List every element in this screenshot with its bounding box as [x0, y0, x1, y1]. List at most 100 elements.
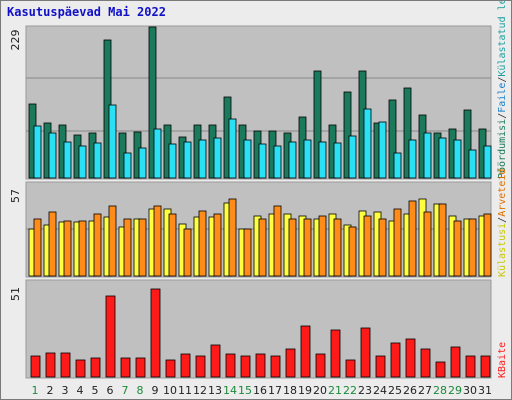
- bar-files-day-24: [378, 121, 387, 179]
- x-label-day-1: 1: [32, 384, 39, 397]
- bar-pages-day-14: [228, 198, 237, 277]
- bar-files-day-1: [33, 125, 42, 179]
- legend-item-middle-2: Arveteid: [497, 169, 508, 217]
- x-label-day-21: 21: [328, 384, 342, 397]
- bar-files-day-29: [453, 139, 462, 179]
- bar-kbytes-day-12: [195, 355, 206, 378]
- bar-kbytes-day-8: [135, 357, 146, 378]
- legend-middle: Külastusi/Arveteid: [497, 169, 508, 277]
- bar-kbytes-day-24: [375, 355, 386, 378]
- bar-kbytes-day-11: [180, 353, 191, 378]
- x-label-day-12: 12: [193, 384, 207, 397]
- bar-kbytes-day-27: [420, 348, 431, 378]
- legend-item-top-1: /: [497, 113, 508, 119]
- bar-pages-day-12: [198, 210, 207, 277]
- x-label-day-2: 2: [47, 384, 54, 397]
- bar-pages-day-20: [318, 215, 327, 277]
- x-label-day-4: 4: [77, 384, 84, 397]
- bar-pages-day-30: [468, 218, 477, 277]
- x-label-day-26: 26: [403, 384, 417, 397]
- bar-files-day-15: [243, 139, 252, 179]
- bar-pages-day-23: [363, 215, 372, 277]
- x-label-day-13: 13: [208, 384, 222, 397]
- bar-hits-day-25: [388, 99, 397, 179]
- bar-kbytes-day-4: [75, 359, 86, 378]
- bar-files-day-10: [168, 143, 177, 179]
- bar-kbytes-day-3: [60, 352, 71, 378]
- x-label-day-24: 24: [373, 384, 387, 397]
- bar-kbytes-day-29: [450, 346, 461, 378]
- chart-title: Kasutuspäevad Mai 2022: [7, 5, 166, 19]
- bar-hits-day-22: [343, 91, 352, 179]
- bar-kbytes-day-31: [480, 355, 491, 378]
- x-label-day-18: 18: [283, 384, 297, 397]
- bar-hits-day-30: [463, 109, 472, 179]
- x-label-day-28: 28: [433, 384, 447, 397]
- bar-pages-day-8: [138, 218, 147, 277]
- bar-files-day-30: [468, 149, 477, 179]
- bar-files-day-21: [333, 142, 342, 179]
- bar-files-day-22: [348, 135, 357, 179]
- bar-pages-day-27: [423, 211, 432, 277]
- bar-files-day-17: [273, 145, 282, 179]
- x-label-day-5: 5: [92, 384, 99, 397]
- bar-pages-day-25: [393, 208, 402, 277]
- bar-files-day-6: [108, 104, 117, 179]
- bar-pages-day-22: [348, 226, 357, 277]
- legend-item-top-0: Pöördumisi: [497, 119, 508, 179]
- bar-pages-day-6: [108, 205, 117, 277]
- bar-files-day-5: [93, 142, 102, 179]
- bar-kbytes-day-2: [45, 352, 56, 378]
- bar-files-day-31: [483, 145, 492, 179]
- bar-files-day-19: [303, 139, 312, 179]
- bar-kbytes-day-26: [405, 338, 416, 378]
- bar-files-day-20: [318, 141, 327, 179]
- x-label-day-27: 27: [418, 384, 432, 397]
- bar-pages-day-18: [288, 218, 297, 277]
- x-label-day-10: 10: [163, 384, 177, 397]
- bar-pages-day-10: [168, 213, 177, 277]
- bar-kbytes-day-28: [435, 361, 446, 378]
- bar-pages-day-29: [453, 220, 462, 277]
- x-label-day-8: 8: [137, 384, 144, 397]
- bar-kbytes-day-23: [360, 327, 371, 378]
- bar-kbytes-day-18: [285, 348, 296, 378]
- bar-kbytes-day-14: [225, 353, 236, 378]
- bar-files-day-13: [213, 137, 222, 179]
- x-label-day-17: 17: [268, 384, 282, 397]
- bar-pages-day-5: [93, 213, 102, 277]
- bar-pages-day-7: [123, 218, 132, 277]
- legend-item-bottom-0: KBaite: [497, 342, 508, 378]
- bar-kbytes-day-9: [150, 288, 161, 378]
- x-label-day-16: 16: [253, 384, 267, 397]
- x-label-day-6: 6: [107, 384, 114, 397]
- y-max-label-middle: 57: [9, 189, 22, 203]
- bar-files-day-16: [258, 143, 267, 179]
- bar-pages-day-28: [438, 203, 447, 277]
- bar-files-day-25: [393, 152, 402, 179]
- bar-kbytes-day-22: [345, 359, 356, 378]
- x-label-day-7: 7: [122, 384, 129, 397]
- bar-pages-day-9: [153, 205, 162, 277]
- legend-item-top-3: /: [497, 77, 508, 83]
- bar-pages-day-31: [483, 213, 492, 277]
- legend-item-top-4: Külastatud lehti: [497, 1, 508, 77]
- bar-pages-day-13: [213, 213, 222, 277]
- chart-bars: [28, 26, 492, 378]
- bar-pages-day-26: [408, 200, 417, 277]
- bar-kbytes-day-25: [390, 342, 401, 378]
- bar-kbytes-day-7: [120, 357, 131, 378]
- bar-kbytes-day-10: [165, 359, 176, 378]
- bar-files-day-9: [153, 128, 162, 179]
- bar-hits-day-20: [313, 70, 322, 179]
- legend-labels: Pöördumisi/Faile/Külastatud lehtiKülastu…: [497, 1, 508, 378]
- bar-kbytes-day-6: [105, 295, 116, 378]
- x-label-day-20: 20: [313, 384, 327, 397]
- bar-kbytes-day-21: [330, 329, 341, 378]
- bar-kbytes-day-19: [300, 325, 311, 378]
- bar-kbytes-day-5: [90, 357, 101, 378]
- bar-files-day-28: [438, 137, 447, 179]
- x-label-day-15: 15: [238, 384, 252, 397]
